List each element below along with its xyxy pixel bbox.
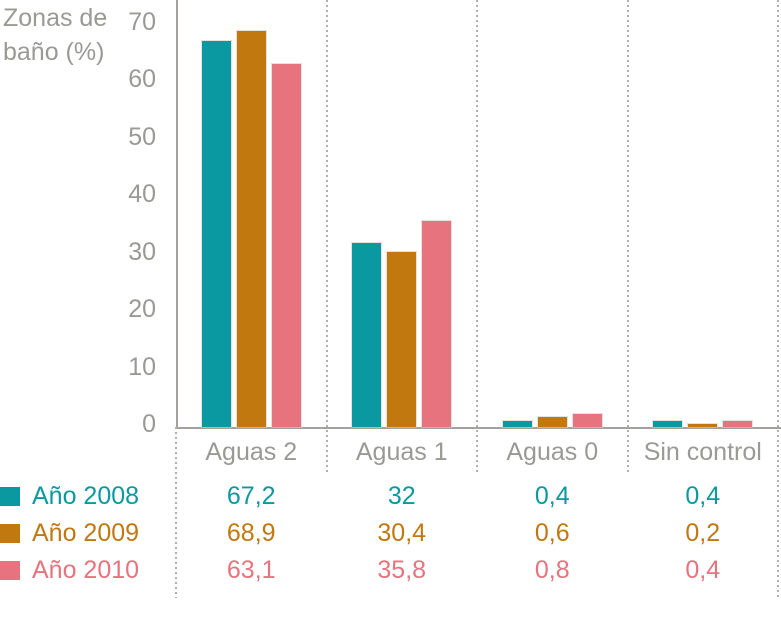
legend-swatch-ano-2009: [0, 524, 20, 543]
bar-sin-control-ano-2009: [688, 423, 718, 427]
value-cell-aguas-1-ano-2010: 35,8: [377, 556, 427, 584]
value-cell-aguas-2-ano-2010: 63,1: [226, 556, 276, 584]
bar-aguas-0-ano-2010: [572, 414, 602, 427]
bar-sin-control-ano-2008: [653, 420, 683, 427]
y-axis-title: Zonas de baño (%): [3, 4, 108, 66]
bar-aguas-2-ano-2009: [236, 30, 266, 427]
bar-aguas-2-ano-2008: [201, 40, 231, 427]
y-axis-line: [176, 0, 178, 427]
table-left-separator: [175, 427, 177, 598]
bar-sin-control-ano-2010: [723, 420, 753, 427]
value-cell-aguas-2-ano-2009: 68,9: [226, 519, 276, 547]
bar-aguas-2-ano-2010: [271, 64, 301, 427]
value-cell-sin-control-ano-2009: 0,2: [685, 519, 721, 547]
category-label-aguas-1: Aguas 1: [355, 438, 448, 466]
x-axis-line: [176, 427, 781, 429]
y-tick-label-60: 60: [128, 65, 156, 93]
bar-aguas-0-ano-2008: [502, 420, 532, 427]
legend-label-ano-2009: Año 2009: [32, 519, 140, 547]
value-cell-aguas-1-ano-2009: 30,4: [377, 519, 427, 547]
y-tick-label-50: 50: [128, 122, 156, 151]
y-tick-label-20: 20: [128, 295, 156, 323]
column-separator: [476, 0, 478, 472]
value-cell-aguas-1-ano-2008: 32: [387, 482, 416, 510]
y-tick-label-40: 40: [128, 180, 156, 208]
y-tick-label-10: 10: [128, 352, 156, 381]
value-cell-aguas-0-ano-2010: 0,8: [534, 556, 570, 584]
legend-label-ano-2010: Año 2010: [32, 556, 140, 584]
column-separator: [626, 0, 629, 472]
category-label-sin-control: Sin control: [643, 438, 762, 466]
legend-label-ano-2008: Año 2008: [32, 482, 140, 510]
value-cell-sin-control-ano-2008: 0,4: [685, 482, 721, 510]
value-cell-aguas-0-ano-2008: 0,4: [534, 482, 570, 510]
bar-aguas-1-ano-2008: [352, 243, 382, 427]
bar-aguas-1-ano-2009: [387, 252, 417, 427]
category-label-aguas-2: Aguas 2: [205, 438, 298, 466]
y-tick-label-0: 0: [142, 410, 156, 438]
y-tick-label-70: 70: [128, 7, 156, 36]
chart-right-separator: [777, 0, 779, 598]
value-cell-sin-control-ano-2010: 0,4: [685, 556, 721, 584]
column-separator: [325, 0, 328, 472]
value-cell-aguas-2-ano-2008: 67,2: [226, 482, 276, 510]
bar-aguas-0-ano-2009: [537, 417, 567, 427]
y-tick-label-30: 30: [128, 237, 156, 266]
legend-swatch-ano-2008: [0, 487, 20, 506]
value-cell-aguas-0-ano-2009: 0,6: [534, 519, 570, 547]
legend-swatch-ano-2010: [0, 561, 20, 580]
category-label-aguas-0: Aguas 0: [506, 438, 599, 466]
bar-aguas-1-ano-2010: [422, 221, 452, 427]
